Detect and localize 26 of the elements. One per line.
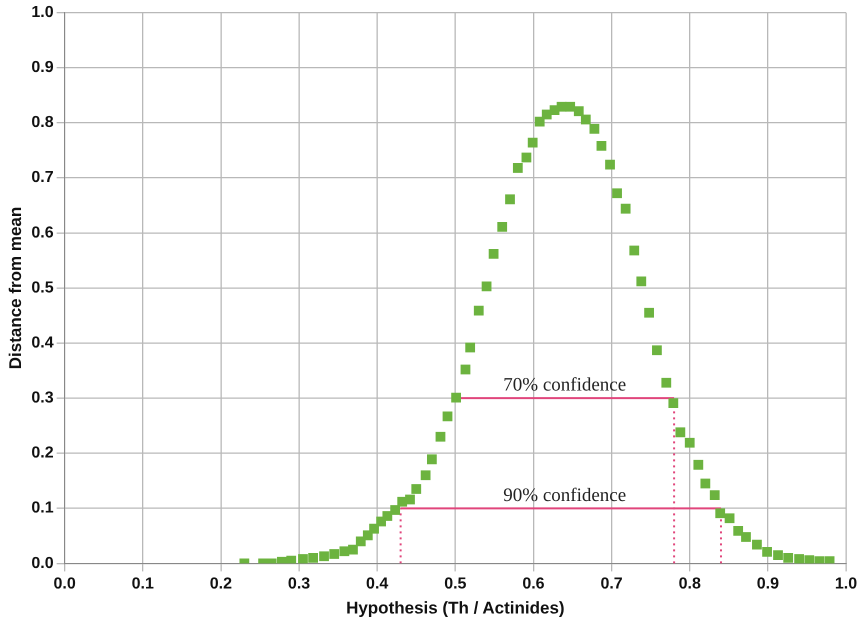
x-tick-label: 0.9 xyxy=(756,575,780,592)
y-tick-label: 0.2 xyxy=(31,444,54,462)
y-tick-label: 0.4 xyxy=(31,334,54,352)
y-tick-label: 0.6 xyxy=(31,224,54,242)
x-tick-label: 0.4 xyxy=(366,575,388,592)
y-axis-title: Distance from mean xyxy=(6,206,25,370)
y-tick-label: 0.7 xyxy=(31,169,54,186)
y-tick-label: 0.9 xyxy=(31,59,54,76)
x-tick-label: 1.0 xyxy=(834,575,858,592)
y-tick-label: 0.0 xyxy=(31,554,54,572)
x-tick-label: 0.5 xyxy=(444,575,467,592)
x-axis-title: Hypothesis (Th / Actinides) xyxy=(346,598,565,618)
y-tick-label: 0.5 xyxy=(31,279,54,296)
y-tick-label: 0.1 xyxy=(31,500,54,517)
y-tick-label: 1.0 xyxy=(31,4,54,22)
y-tick-label: 0.8 xyxy=(31,114,54,132)
y-tick-label: 0.3 xyxy=(31,390,54,407)
x-tick-label: 0.2 xyxy=(210,575,232,592)
x-tick-label: 0.7 xyxy=(600,575,623,592)
x-tick-label: 0.6 xyxy=(522,575,545,592)
x-tick-label: 0.0 xyxy=(54,575,76,592)
x-tick-label: 0.3 xyxy=(288,575,310,592)
x-tick-label: 0.1 xyxy=(132,575,154,592)
annotation: 70% confidence xyxy=(503,374,626,396)
annotation: 90% confidence xyxy=(503,484,626,506)
x-tick-label: 0.8 xyxy=(678,575,701,592)
